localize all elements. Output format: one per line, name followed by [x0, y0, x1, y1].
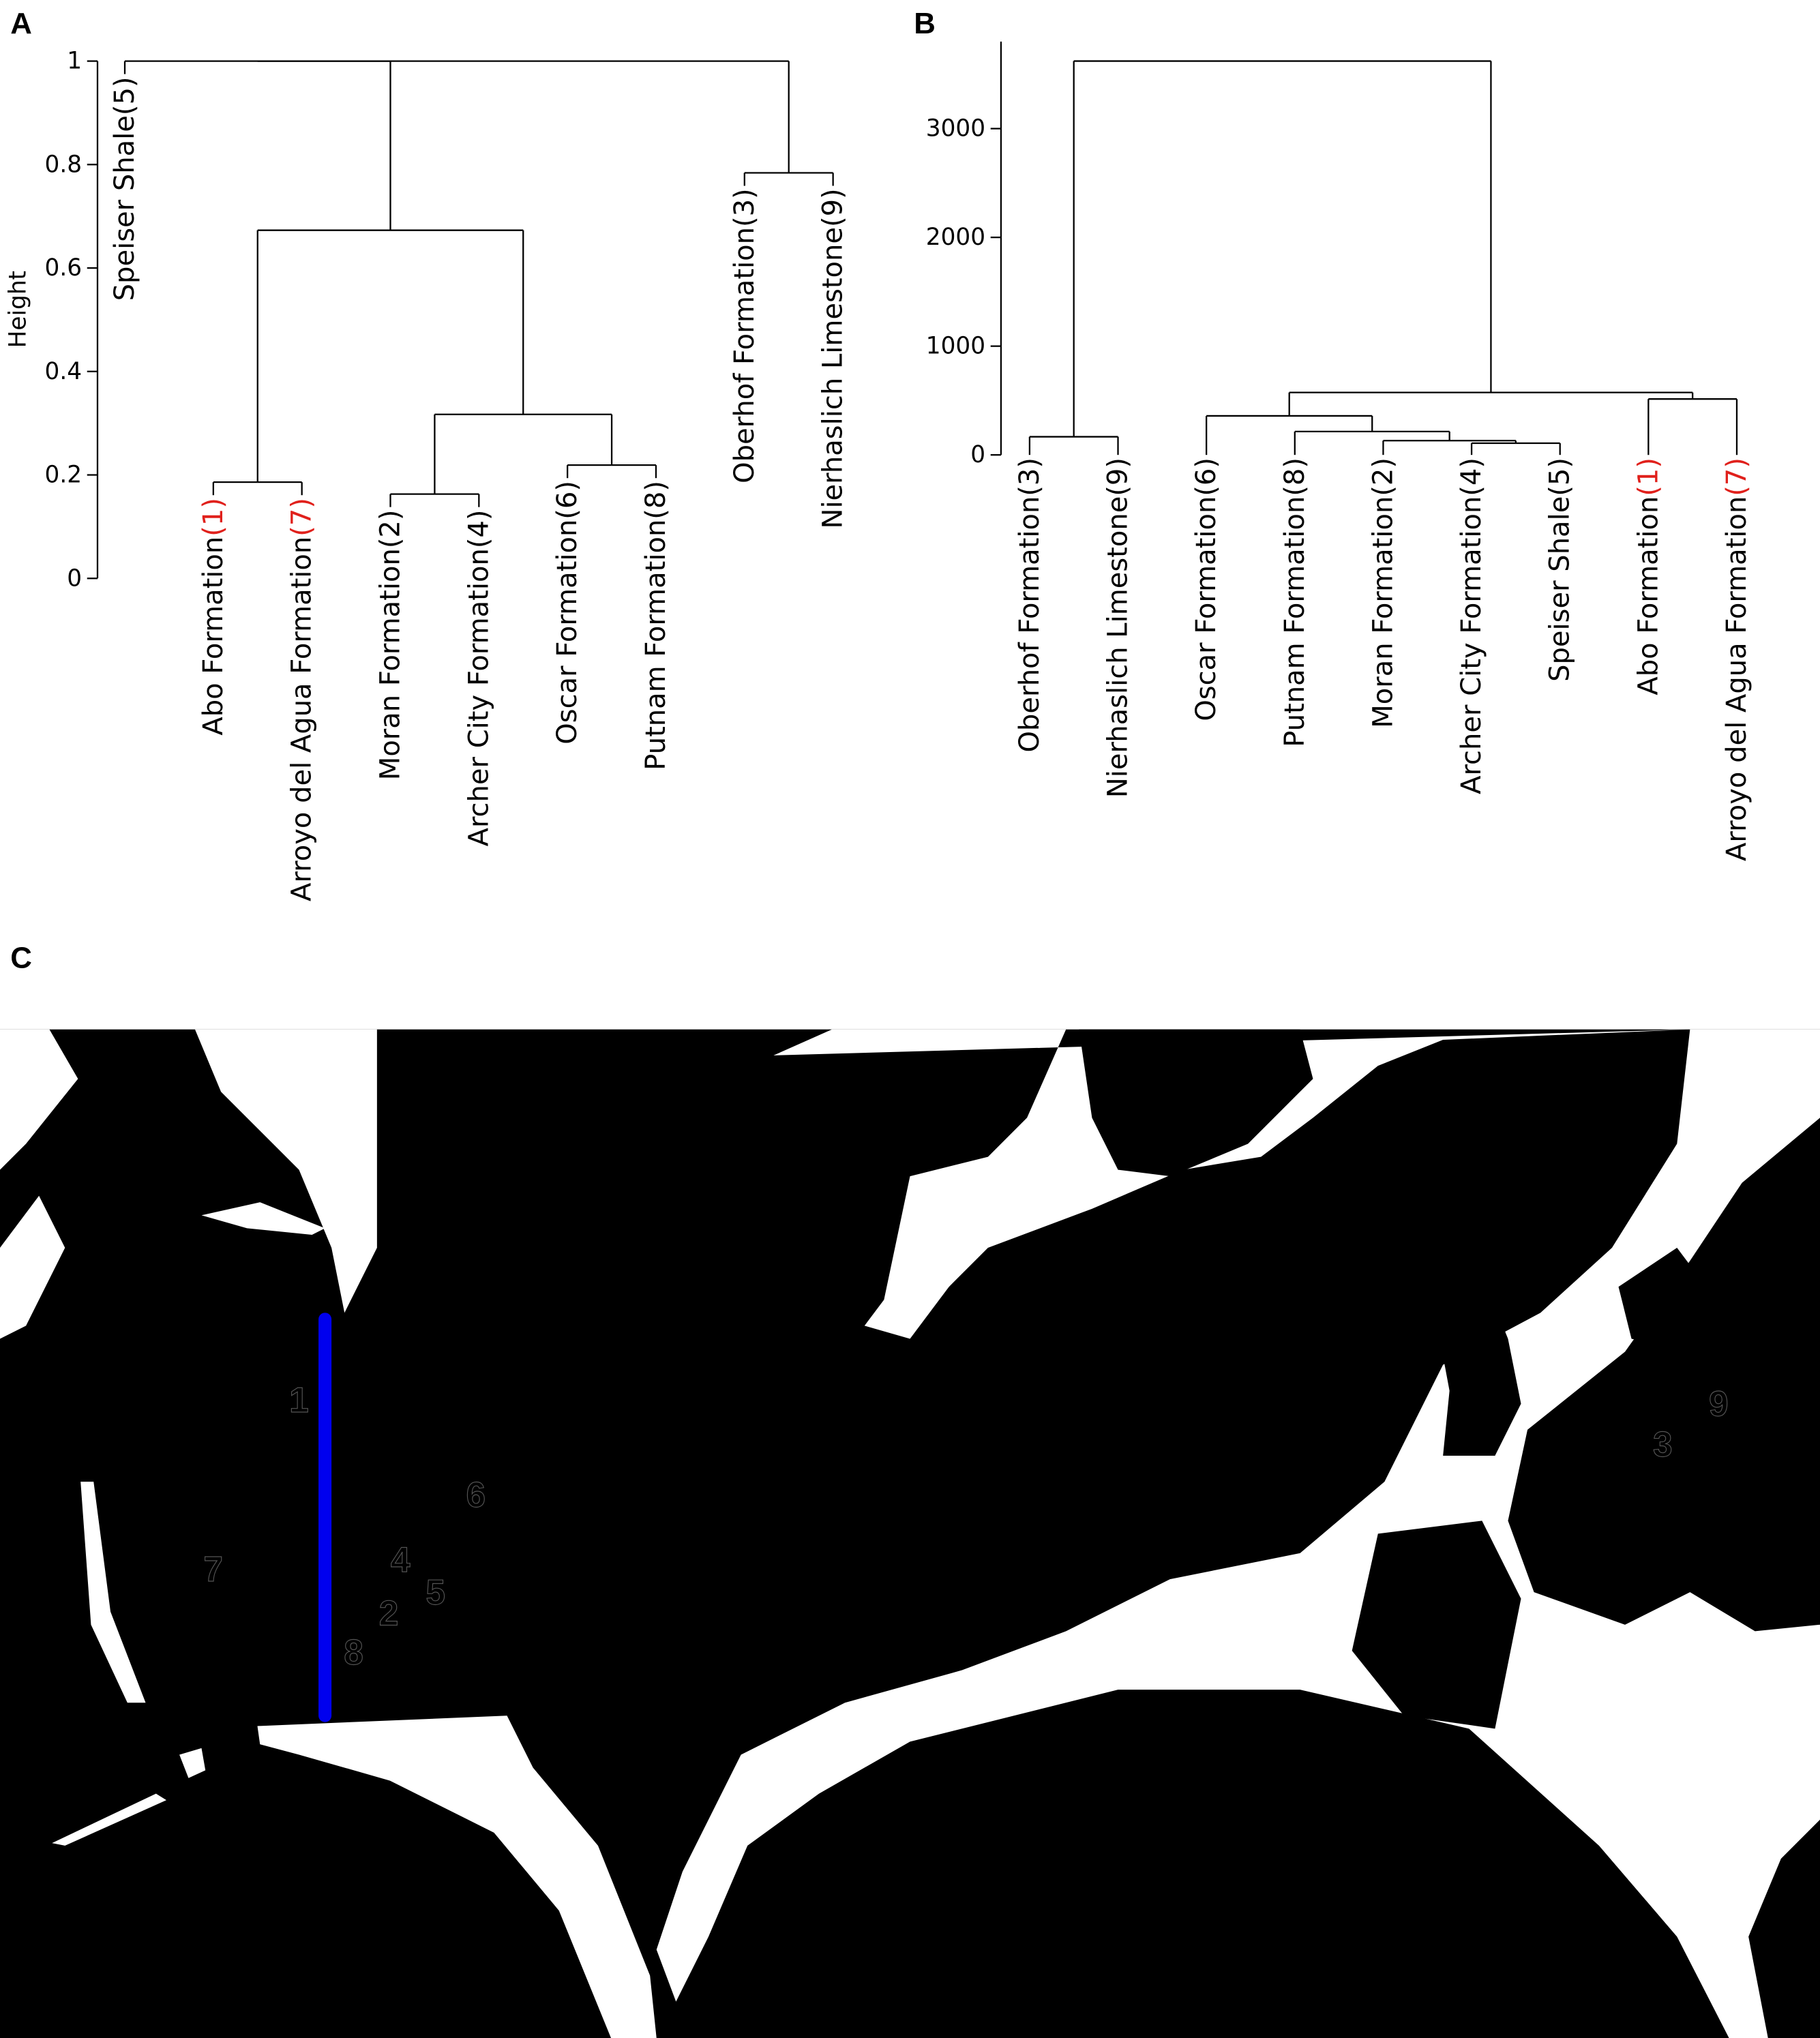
leaf-number: (3): [1014, 458, 1045, 496]
leaf-name: Nierhaslich Limestone: [1103, 496, 1134, 798]
y-tick-label: 0.2: [45, 462, 83, 489]
leaf-name: Archer City Formation: [463, 548, 494, 846]
leaf-number: (7): [286, 498, 318, 537]
leaf-name: Arroyo del Agua Formation: [286, 537, 318, 901]
leaf-number: (9): [1103, 458, 1134, 496]
leaf-label: Putnam Formation(8): [1279, 458, 1311, 747]
leaf-name: Oberhof Formation: [1014, 496, 1045, 753]
leaf-label: Moran Formation(2): [374, 509, 406, 780]
leaf-label: Arroyo del Agua Formation(7): [1721, 458, 1752, 861]
leaf-name: Nierhaslich Limestone: [818, 227, 849, 528]
leaf-label: Oberhof Formation(3): [1014, 458, 1045, 753]
y-tick-label: 0: [67, 565, 82, 592]
site-label: 7: [203, 1549, 223, 1589]
leaf-name: Oscar Formation: [1191, 496, 1222, 721]
leaf-label: Abo Formation(1): [1632, 458, 1664, 695]
leaf-number: (4): [1456, 458, 1487, 496]
leaf-name: Putnam Formation: [1279, 496, 1311, 747]
leaf-name: Abo Formation: [198, 537, 229, 736]
y-tick-label: 0.4: [45, 358, 83, 385]
y-tick-label: 1: [67, 48, 82, 75]
site-label: 2: [379, 1593, 399, 1633]
leaf-number: (8): [1279, 458, 1311, 496]
y-axis-label: Height: [5, 271, 32, 348]
leaf-name: Oberhof Formation: [729, 227, 760, 483]
y-tick-label: 0.6: [45, 254, 83, 282]
map-water: [0, 1029, 1820, 2038]
leaf-label: Nierhaslich Limestone(9): [818, 188, 849, 528]
leaf-name: Abo Formation: [1632, 496, 1664, 695]
leaf-name: Putnam Formation: [640, 520, 672, 770]
leaf-label: Arroyo del Agua Formation(7): [286, 498, 318, 901]
site-label: 5: [426, 1572, 445, 1612]
y-tick-label: 0.8: [45, 151, 83, 178]
leaf-label: Speiser Shale(5): [1545, 458, 1576, 682]
leaf-number: (9): [818, 188, 849, 227]
panel-letter: A: [10, 7, 32, 40]
leaf-name: Archer City Formation: [1456, 496, 1487, 794]
site-label: 4: [391, 1540, 411, 1580]
leaf-label: Abo Formation(1): [198, 498, 229, 736]
leaf-number: (5): [1545, 458, 1576, 496]
leaf-number: (3): [729, 188, 760, 227]
map-land-detail: [1079, 1029, 1716, 1729]
leaf-number: (2): [374, 509, 406, 548]
leaf-label: Archer City Formation(4): [1456, 458, 1487, 794]
leaf-number: (4): [463, 509, 494, 548]
leaf-label: Oscar Formation(6): [1191, 458, 1222, 721]
site-label: 6: [466, 1475, 486, 1514]
leaf-number: (1): [1632, 458, 1664, 496]
leaf-name: Speiser Shale: [109, 115, 140, 301]
y-tick-label: 0: [970, 441, 985, 468]
leaf-name: Moran Formation: [374, 548, 406, 780]
leaf-label: Oscar Formation(6): [552, 481, 583, 745]
leaf-label: Archer City Formation(4): [463, 509, 494, 846]
y-tick-label: 1000: [926, 333, 985, 360]
leaf-name: Oscar Formation: [552, 520, 583, 745]
leaf-number: (7): [1721, 458, 1752, 496]
y-tick-label: 2000: [926, 224, 985, 251]
leaf-name: Moran Formation: [1367, 496, 1399, 728]
leaf-number: (5): [109, 76, 140, 115]
leaf-number: (1): [198, 498, 229, 537]
leaf-label: Putnam Formation(8): [640, 481, 672, 770]
site-label: 1: [289, 1380, 309, 1420]
site-label: 3: [1653, 1424, 1673, 1464]
y-tick-label: 3000: [926, 115, 985, 143]
site-label: 8: [344, 1632, 363, 1672]
leaf-name: Speiser Shale: [1545, 496, 1576, 682]
leaf-label: Oberhof Formation(3): [729, 188, 760, 483]
leaf-number: (8): [640, 481, 672, 520]
site-label: 9: [1709, 1384, 1729, 1424]
leaf-number: (2): [1367, 458, 1399, 496]
leaf-name: Arroyo del Agua Formation: [1721, 496, 1752, 861]
leaf-label: Moran Formation(2): [1367, 458, 1399, 728]
map: 1 7 6 4 5 2 8 3 9: [0, 1029, 1820, 2038]
leaf-label: Nierhaslich Limestone(9): [1103, 458, 1134, 798]
leaf-number: (6): [1191, 458, 1222, 496]
leaf-number: (6): [552, 481, 583, 520]
leaf-label: Speiser Shale(5): [109, 76, 140, 301]
panel-letter: B: [914, 7, 936, 40]
panel-letter: C: [10, 941, 32, 974]
